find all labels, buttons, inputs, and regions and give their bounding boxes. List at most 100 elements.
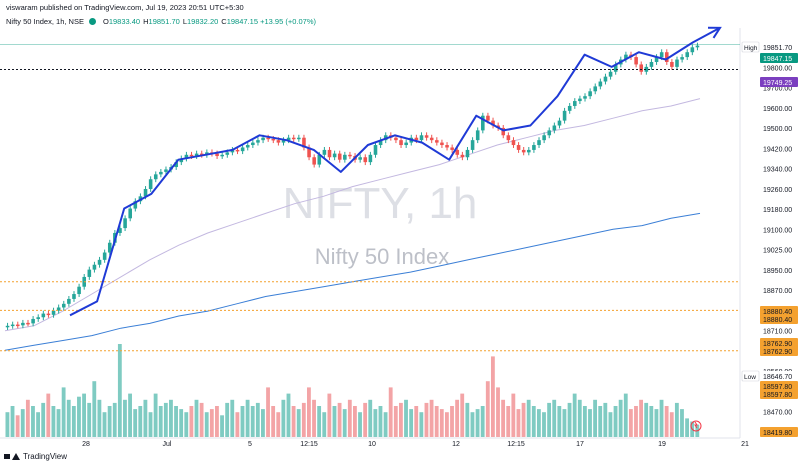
- volume-bar: [174, 406, 178, 437]
- volume-bar: [654, 409, 659, 437]
- candle-body: [557, 120, 562, 126]
- volume-bar: [404, 399, 408, 437]
- price-tag-label: High: [744, 45, 758, 52]
- high-label: H: [143, 17, 149, 26]
- volume-bar: [204, 412, 209, 437]
- volume-bar: [36, 412, 40, 437]
- candle-body: [634, 57, 638, 65]
- volume-bar: [393, 406, 398, 437]
- volume-bar: [250, 406, 255, 437]
- candle-body: [573, 101, 577, 106]
- candle-body: [15, 324, 20, 327]
- candle-body: [153, 174, 158, 180]
- candle-body: [21, 322, 25, 326]
- volume-bar: [649, 406, 654, 437]
- candle-body: [639, 64, 644, 72]
- candle-body: [179, 158, 184, 163]
- volume-bar: [153, 393, 158, 437]
- publisher-line: viswaram published on TradingView.com, J…: [6, 3, 244, 12]
- volume-bar: [107, 406, 112, 437]
- volume-bar: [123, 399, 127, 437]
- volume-bar: [15, 415, 20, 437]
- trend-drawing[interactable]: [69, 26, 722, 317]
- volume-bar: [439, 409, 444, 437]
- x-tick-label: 12:15: [300, 441, 318, 448]
- y-tick-label: 19700.00: [763, 86, 792, 93]
- price-badge: [760, 338, 798, 348]
- candle-body: [235, 149, 240, 152]
- price-badge-label: 18880.40: [763, 317, 792, 324]
- volume-bar: [450, 406, 454, 437]
- price-badge-label: 18597.80: [763, 384, 792, 391]
- candle-body: [123, 218, 127, 229]
- candle-body: [230, 149, 235, 153]
- y-tick-label: 19025.00: [763, 248, 792, 255]
- candle-body: [317, 154, 322, 165]
- candle-body: [654, 57, 659, 62]
- volume-bar: [286, 393, 291, 437]
- candle-body: [521, 149, 526, 153]
- x-tick-label: 28: [82, 441, 90, 448]
- candle-body: [613, 64, 618, 72]
- candle-body: [245, 145, 250, 148]
- candle-body: [373, 145, 378, 155]
- volume-bar: [61, 387, 66, 437]
- volume-bar: [639, 399, 644, 437]
- price-tag: [741, 41, 760, 53]
- volume-bar: [506, 406, 511, 437]
- candle-body: [302, 137, 306, 148]
- price-badge-label: 18597.80: [763, 392, 792, 399]
- candle-body: [378, 140, 383, 146]
- volume-bar: [567, 402, 572, 437]
- price-tag-label: Low: [744, 374, 756, 381]
- candle-body: [31, 318, 35, 324]
- volume-bar: [112, 402, 117, 437]
- volume-bar: [199, 402, 204, 437]
- candle-body: [527, 149, 531, 153]
- volume-bar: [419, 412, 424, 437]
- volume-bar: [644, 402, 649, 437]
- volume-bar: [664, 406, 669, 437]
- candle-body: [174, 162, 178, 168]
- candle-body: [583, 96, 587, 99]
- candle-body: [256, 140, 260, 143]
- y-tick-label: 18470.00: [763, 410, 792, 417]
- candle-body: [664, 52, 669, 62]
- price-badge: [760, 346, 798, 356]
- y-tick-label: 19500.00: [763, 126, 792, 133]
- candle-body: [77, 286, 81, 295]
- candle-body: [501, 127, 506, 136]
- candle-body: [506, 135, 511, 141]
- volume-bar: [41, 402, 46, 437]
- volume-bar: [138, 406, 143, 437]
- candle-body: [51, 310, 56, 315]
- low-value: 19832.20: [187, 17, 219, 26]
- trend-line: [69, 26, 721, 317]
- volume-bar: [572, 393, 577, 437]
- volume-bar: [353, 406, 357, 437]
- volume-bar: [593, 399, 598, 437]
- candle-body: [537, 140, 541, 146]
- volume-bar: [261, 409, 265, 437]
- settings-icon[interactable]: [690, 420, 702, 432]
- tradingview-logo-icon: [4, 452, 20, 461]
- price-badge-label: 18762.90: [763, 341, 792, 348]
- price-badge: [760, 77, 798, 87]
- volume-bar: [230, 399, 235, 437]
- volume-bar: [628, 409, 633, 437]
- volume-bar: [184, 412, 189, 437]
- candle-body: [56, 307, 61, 311]
- volume-bar: [378, 406, 383, 437]
- volume-bar: [680, 409, 684, 437]
- y-tick-label: 19420.00: [763, 146, 792, 153]
- volume-bar: [536, 409, 541, 437]
- plot-area: [0, 28, 740, 438]
- candle-body: [368, 154, 373, 163]
- y-tick-label: 19100.00: [763, 227, 792, 234]
- volume-bar: [169, 399, 173, 437]
- volume-bar: [383, 412, 388, 437]
- candle-body: [542, 135, 546, 141]
- candle-body: [291, 137, 296, 140]
- candle-body: [26, 322, 30, 325]
